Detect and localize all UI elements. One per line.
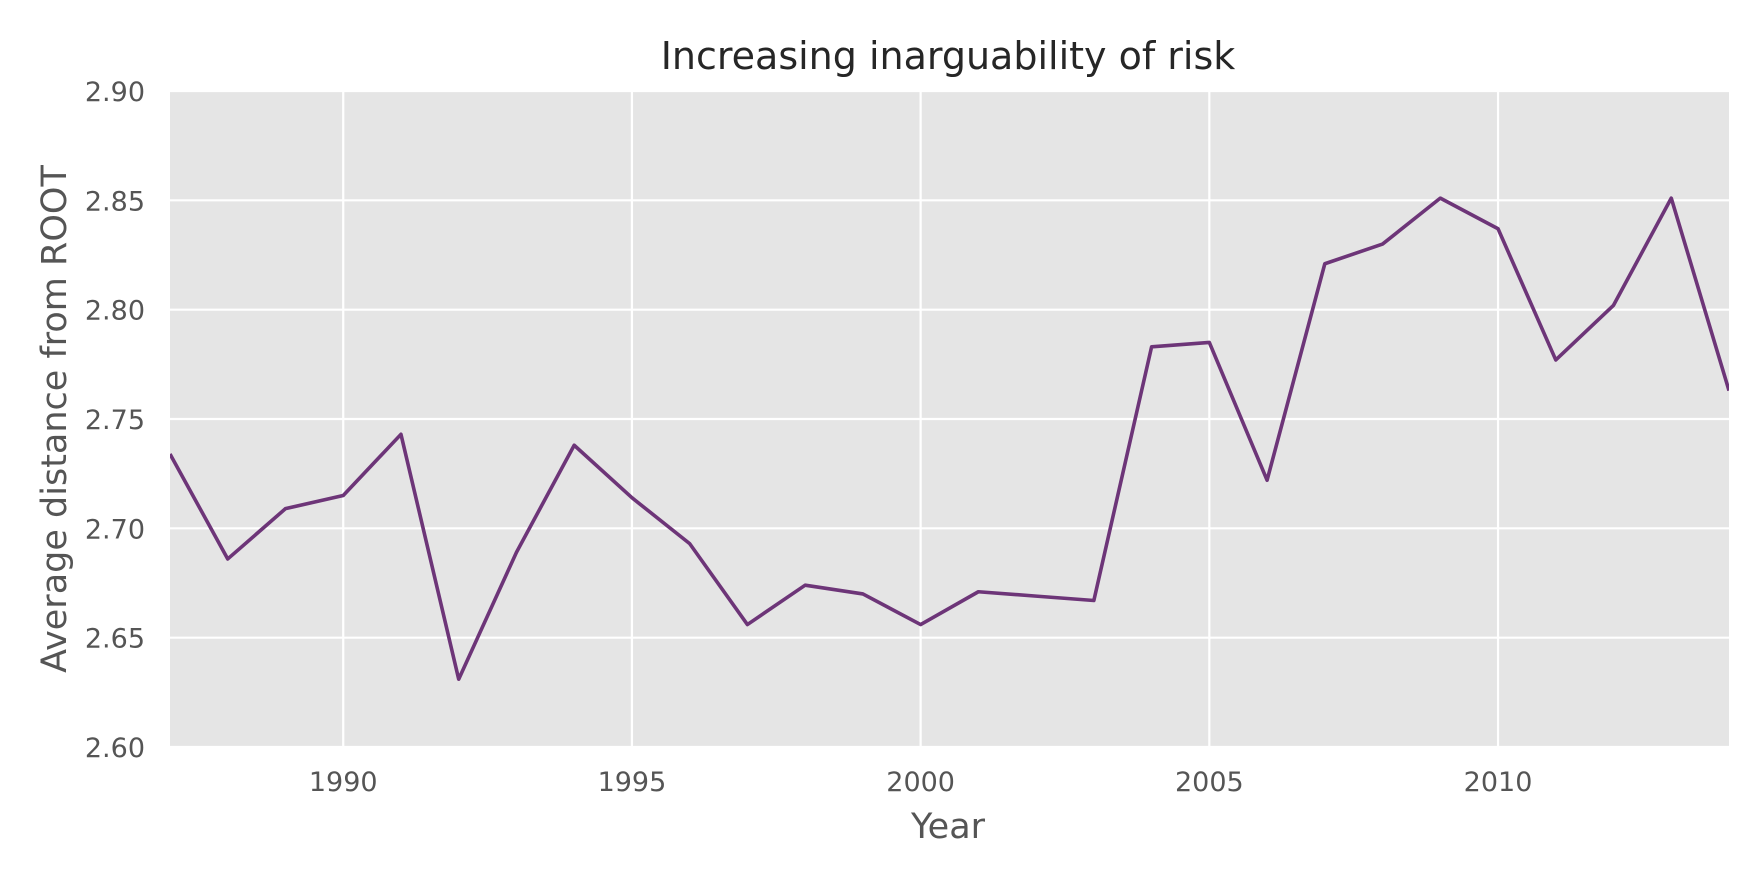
gridlines	[170, 89, 1729, 749]
x-tick-label: 2005	[1175, 767, 1244, 798]
y-tick-label: 2.65	[85, 624, 145, 655]
chart-title: Increasing inarguability of risk	[661, 34, 1236, 78]
y-axis-ticks: 2.60 2.65 2.70 2.75 2.80 2.85 2.90	[85, 77, 145, 764]
y-tick-label: 2.80	[85, 296, 145, 327]
x-axis-ticks: 1990 1995 2000 2005 2010	[309, 767, 1533, 798]
x-tick-label: 1990	[309, 767, 378, 798]
series-line	[170, 196, 1729, 682]
y-tick-label: 2.60	[85, 733, 145, 764]
y-tick-label: 2.75	[85, 405, 145, 436]
x-tick-label: 2000	[886, 767, 955, 798]
y-tick-label: 2.85	[85, 186, 145, 217]
x-tick-label: 1995	[598, 767, 667, 798]
y-tick-label: 2.70	[85, 514, 145, 545]
x-tick-label: 2010	[1464, 767, 1533, 798]
series-layer	[170, 196, 1729, 682]
y-axis-label: Average distance from ROOT	[35, 165, 75, 673]
x-axis-label: Year	[910, 807, 986, 847]
y-tick-label: 2.90	[85, 77, 145, 108]
